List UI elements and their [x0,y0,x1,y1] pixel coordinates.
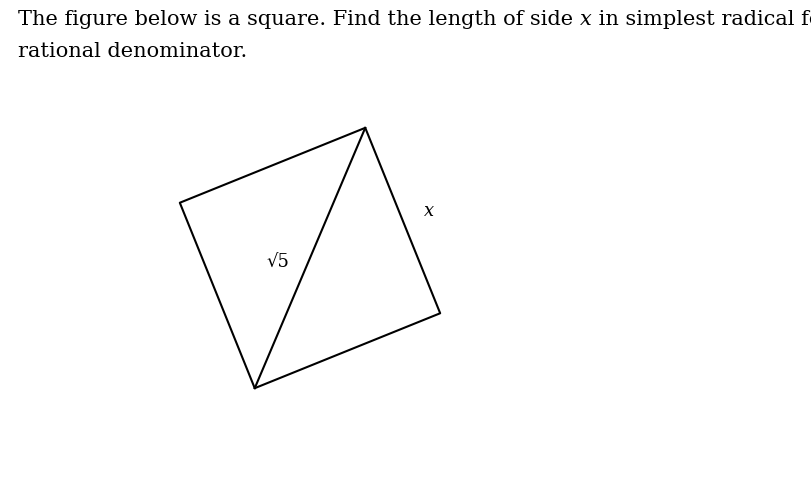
Text: √5: √5 [267,252,290,270]
Text: rational denominator.: rational denominator. [18,42,247,61]
Text: x: x [423,202,433,220]
Text: in simplest radical form with a: in simplest radical form with a [590,10,811,29]
Text: The figure below is a square. Find the length of side: The figure below is a square. Find the l… [18,10,579,29]
Text: x: x [579,10,590,29]
